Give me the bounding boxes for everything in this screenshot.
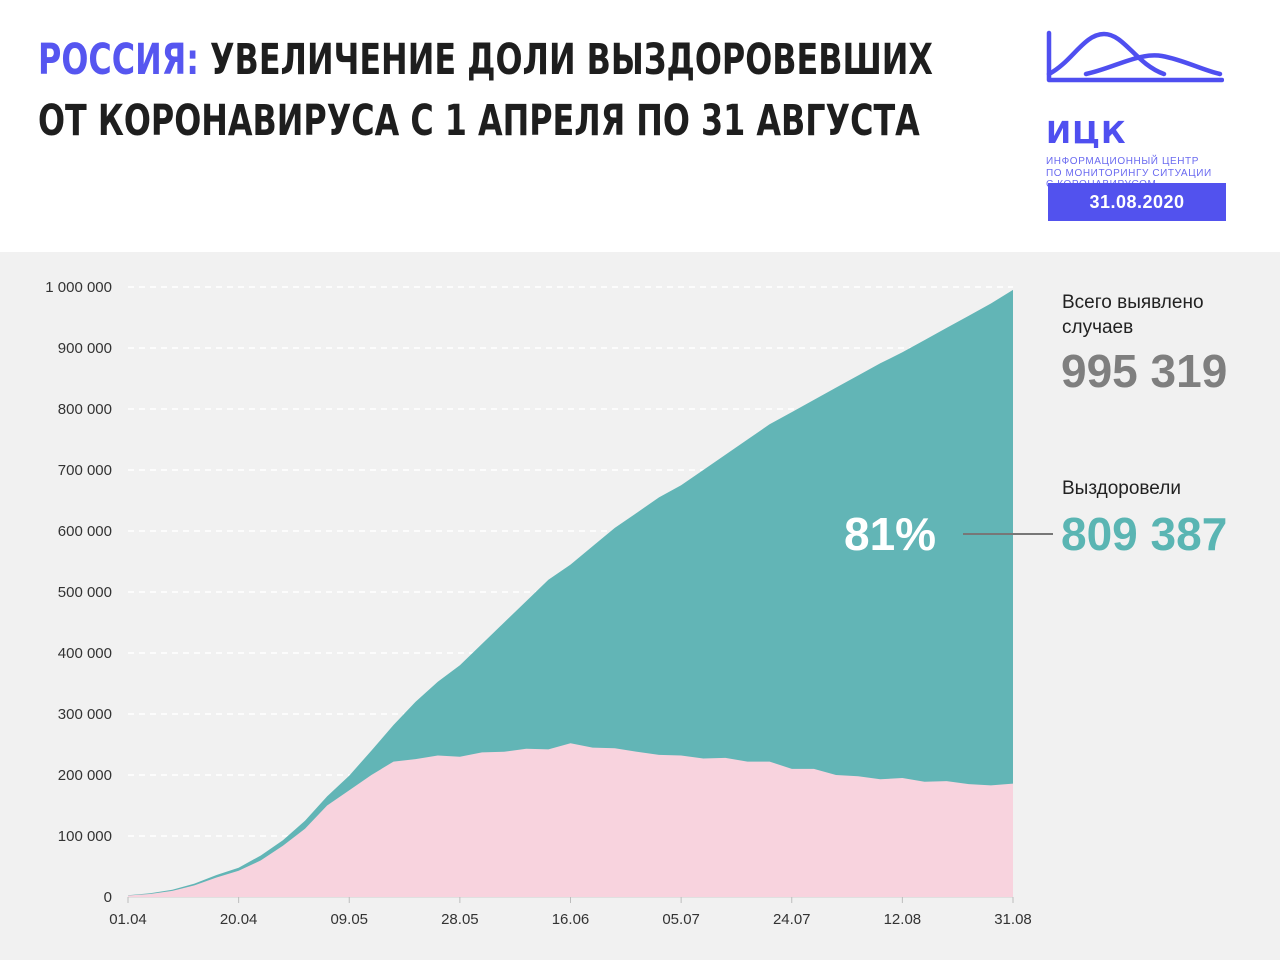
recovered-share: 81% [844,508,937,560]
title-line-1: РОССИЯ: УВЕЛИЧЕНИЕ ДОЛИ ВЫЗДОРОВЕВШИХ [38,30,933,91]
x-tick-label: 31.08 [994,911,1032,928]
y-tick-label: 500 000 [58,584,112,601]
y-tick-label: 0 [104,889,112,906]
x-tick-label: 20.04 [220,911,258,928]
y-tick-label: 600 000 [58,523,112,540]
logo-mountain-icon [1046,30,1224,83]
x-axis-ticks: 01.04 20.04 09.05 28.05 16.06 05.07 24.07 12.08… [109,897,1032,928]
y-tick-label: 100 000 [58,828,112,845]
header: РОССИЯ: УВЕЛИЧЕНИЕ ДОЛИ ВЫЗДОРОВЕВШИХ ОТ… [0,0,1280,252]
y-axis-ticks: 0 100 000 200 000 300 000 400 000 500 000 600 … [45,279,112,906]
x-tick-label: 09.05 [330,911,368,928]
total-cases-value: 995 319 [1061,345,1228,397]
chart-panel: 0 100 000 200 000 300 000 400 000 500 000 600 … [0,252,1280,960]
logo-subtitle-line: ИНФОРМАЦИОННЫЙ ЦЕНТР [1046,156,1200,167]
recovered-label: Выздоровели [1062,478,1181,499]
recovered-value: 809 387 [1061,508,1228,560]
title-accent: РОССИЯ: [38,35,199,85]
total-cases-label: Всего выявлено случаев [1062,292,1204,338]
x-tick-label: 24.07 [773,911,811,928]
x-tick-label: 28.05 [441,911,479,928]
y-tick-label: 800 000 [58,401,112,418]
chart-areas [128,289,1013,897]
y-tick-label: 400 000 [58,645,112,662]
x-tick-label: 12.08 [884,911,922,928]
x-tick-label: 16.06 [552,911,590,928]
title-line-1-rest: УВЕЛИЧЕНИЕ ДОЛИ ВЫЗДОРОВЕВШИХ [210,35,933,85]
x-tick-label: 01.04 [109,911,147,928]
y-tick-label: 900 000 [58,340,112,357]
page-title: РОССИЯ: УВЕЛИЧЕНИЕ ДОЛИ ВЫЗДОРОВЕВШИХ ОТ… [38,30,933,152]
title-line-2: ОТ КОРОНАВИРУСА С 1 АПРЕЛЯ ПО 31 АВГУСТА [38,96,920,146]
logo-name: ИЦК [1046,116,1127,151]
logo-subtitle-line: ПО МОНИТОРИНГУ СИТУАЦИИ [1046,167,1212,179]
y-tick-label: 700 000 [58,462,112,479]
y-tick-label: 300 000 [58,706,112,723]
x-tick-label: 05.07 [662,911,700,928]
share-connector-line [963,533,1053,535]
y-tick-label: 1 000 000 [45,279,112,296]
date-badge: 31.08.2020 [1048,183,1226,221]
y-tick-label: 200 000 [58,767,112,784]
active-cases-area [128,743,1013,897]
area-chart: 0 100 000 200 000 300 000 400 000 500 000 600 … [45,279,1032,928]
total-cases-area [128,289,1013,897]
